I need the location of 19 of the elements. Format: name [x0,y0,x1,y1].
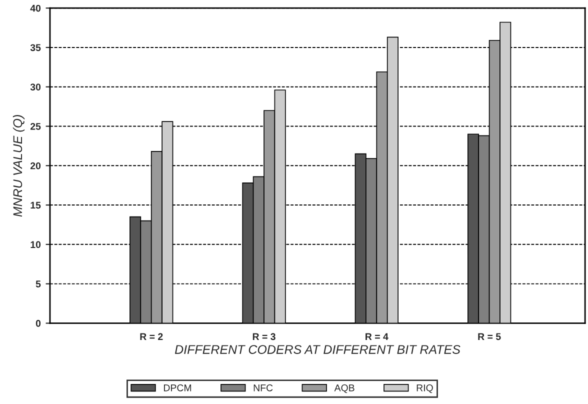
x-tick-label: R = 4 [366,333,388,340]
y-tick-label: 30 [30,84,41,90]
legend-label: DPCM [164,384,192,392]
y-tick-label: 35 [30,44,41,52]
y-tick-label: 5 [36,280,41,288]
y-axis-title: MNRU VALUE (Q) [12,114,25,217]
legend-label: AQB [334,384,354,394]
x-tick-label: R = 3 [252,333,276,340]
x-tick-label: R = 2 [140,333,163,340]
y-tick-label: 10 [30,241,41,248]
x-axis-title: DIFFERENT CODERS AT DIFFERENT BIT RATES [174,345,460,354]
legend-label: RIQ [416,384,433,394]
legend-label: NFC [254,384,273,392]
y-tick-label: 40 [30,4,41,12]
y-tick-label: 15 [30,202,41,209]
y-tick-label: 25 [30,122,41,130]
y-tick-label: 0 [36,320,41,327]
x-tick-label: R = 5 [478,333,501,340]
y-tick-label: 20 [30,162,41,170]
